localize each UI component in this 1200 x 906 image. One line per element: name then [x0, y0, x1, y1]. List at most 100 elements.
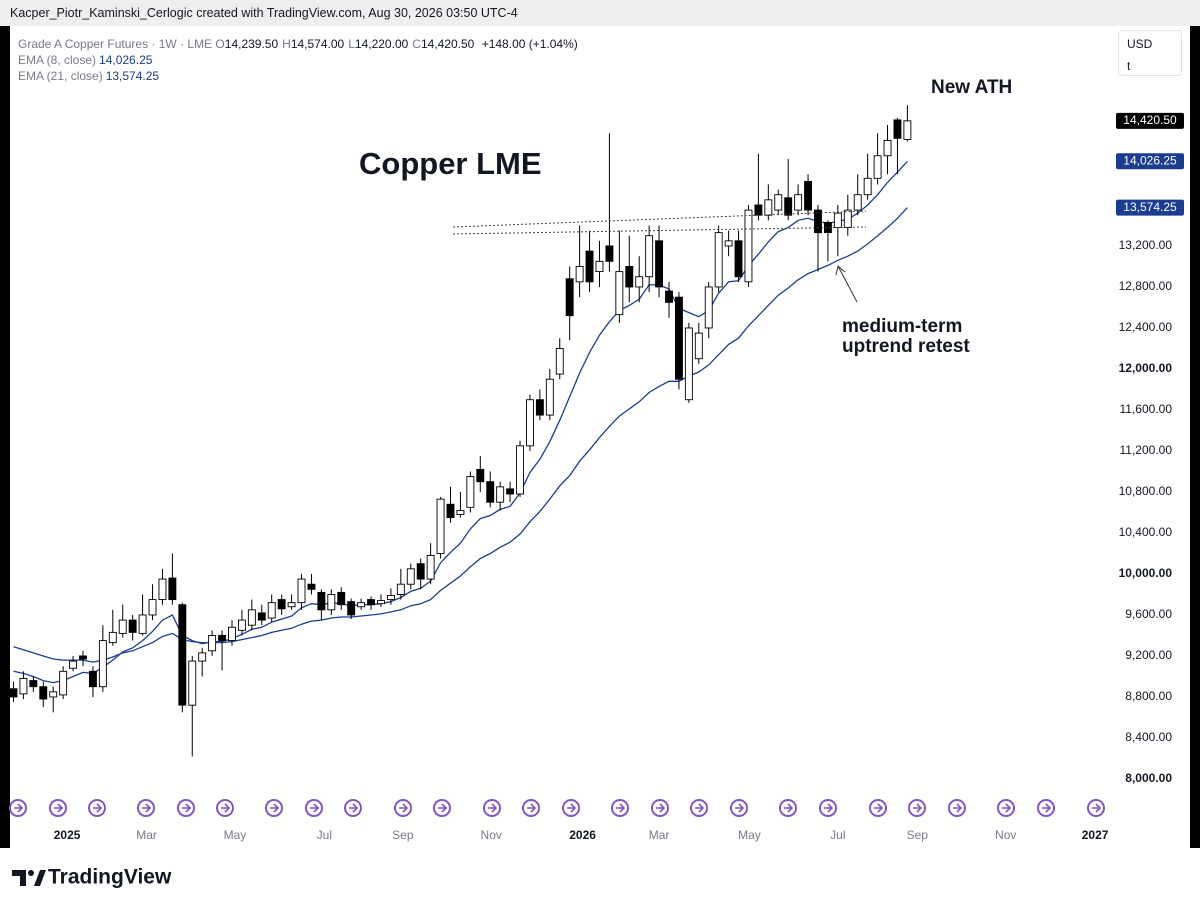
candle-body	[39, 686, 48, 700]
candle-body	[287, 602, 296, 608]
y-tick-label: 13,200.00	[1119, 238, 1173, 252]
event-icon-arrow	[874, 803, 884, 813]
y-tick-label: 8,000.00	[1125, 771, 1172, 785]
y-tick-label: 10,000.00	[1119, 566, 1173, 580]
candle-body	[595, 260, 604, 273]
candle-body	[29, 680, 38, 688]
candle-body	[377, 600, 385, 605]
event-icon-arrow	[824, 803, 834, 813]
trendline	[452, 210, 867, 228]
candle-body	[416, 563, 425, 580]
event-icon-arrow	[142, 803, 152, 813]
x-tick-label: 2025	[54, 828, 81, 842]
candle-body	[903, 120, 912, 140]
x-tick-label: May	[224, 828, 247, 842]
annotation: New ATH	[931, 77, 1012, 98]
candle-body	[853, 194, 862, 211]
event-icon-arrow	[656, 803, 666, 813]
event-icon-arrow	[695, 803, 705, 813]
candle-body	[357, 602, 366, 608]
candle-body	[297, 578, 306, 604]
event-icon-arrow	[735, 803, 745, 813]
footer	[0, 848, 1200, 906]
currency: USD	[1127, 37, 1153, 51]
logo-mark	[12, 870, 26, 886]
candle-body	[19, 678, 28, 695]
change: +148.00 (+1.04%)	[481, 37, 578, 51]
candle-body	[535, 399, 544, 416]
plot-area	[10, 105, 912, 757]
candle-body	[49, 691, 58, 698]
x-tick-label: Jul	[317, 828, 332, 842]
candle-body	[645, 235, 654, 278]
candle-body	[307, 583, 316, 590]
x-tick-label: Mar	[649, 828, 670, 842]
candle-body	[208, 635, 217, 652]
candle-body	[108, 631, 117, 644]
candle-body	[466, 476, 475, 508]
candle-body	[79, 655, 87, 660]
currency-selector[interactable]: USD t	[1118, 30, 1182, 76]
candle-body	[873, 155, 882, 179]
ohlc-value: 14,220.00	[354, 37, 409, 51]
event-icon-arrow	[54, 803, 64, 813]
price-badge	[1116, 112, 1184, 129]
event-icon-arrow	[399, 803, 409, 813]
candle-body	[545, 378, 554, 416]
y-tick-label: 10,400.00	[1119, 525, 1173, 539]
x-tick-label: Sep	[907, 828, 929, 842]
event-icon-arrow	[1042, 803, 1052, 813]
event-icon-arrow	[527, 803, 537, 813]
x-tick-label: Sep	[392, 828, 414, 842]
y-tick-label: 8,400.00	[1125, 730, 1172, 744]
candle-body	[396, 583, 405, 595]
ohlc-value: 14,239.50	[224, 37, 279, 51]
event-icon-arrow	[913, 803, 923, 813]
candle-body	[317, 591, 326, 611]
candle-body	[843, 209, 852, 228]
event-icon-arrow	[953, 803, 963, 813]
candle-body	[158, 578, 167, 601]
candle-body	[496, 486, 505, 503]
y-tick-label: 12,800.00	[1119, 279, 1173, 293]
event-icon-arrow	[310, 803, 320, 813]
candle-body	[426, 555, 435, 580]
candle-body	[436, 498, 445, 554]
y-tick-label: 8,800.00	[1125, 689, 1172, 703]
y-tick-label: 10,800.00	[1119, 484, 1173, 498]
event-icon-arrow	[438, 803, 448, 813]
candle-body	[833, 212, 842, 228]
candle-body	[178, 604, 187, 706]
logo-mark	[28, 870, 34, 876]
indicator-value: 13,574.25	[105, 69, 160, 83]
ema-line	[13, 160, 908, 684]
logo-mark	[34, 870, 46, 886]
trendlines	[452, 210, 867, 235]
candle-body	[754, 204, 763, 216]
candle-body	[257, 612, 266, 621]
candle-body	[267, 602, 276, 619]
candle-body	[347, 601, 356, 616]
candle-body	[655, 240, 664, 288]
ohlc-value: 14,420.50	[420, 37, 475, 51]
price-badge-label: 13,574.25	[1123, 200, 1177, 214]
candle-body	[128, 619, 137, 633]
candle-body	[744, 209, 753, 283]
candle-body	[277, 599, 286, 610]
annotation: medium-term	[842, 316, 962, 337]
candle-body	[337, 591, 346, 606]
indicator-name: EMA (8, close)	[18, 53, 97, 67]
price-badge-label: 14,420.50	[1123, 113, 1177, 127]
candle-body	[59, 670, 68, 696]
candle-body	[247, 609, 256, 626]
y-tick-label: 11,600.00	[1120, 402, 1173, 416]
event-icon-arrow	[616, 803, 626, 813]
indicator-name: EMA (21, close)	[18, 69, 103, 83]
ohlc-key: O	[215, 37, 225, 51]
arrow-head	[835, 265, 846, 276]
candle-body	[665, 290, 673, 303]
candle-body	[625, 266, 634, 288]
x-tick-label: 2027	[1082, 828, 1109, 842]
candle-body	[565, 278, 574, 317]
event-icon-arrow	[488, 803, 498, 813]
